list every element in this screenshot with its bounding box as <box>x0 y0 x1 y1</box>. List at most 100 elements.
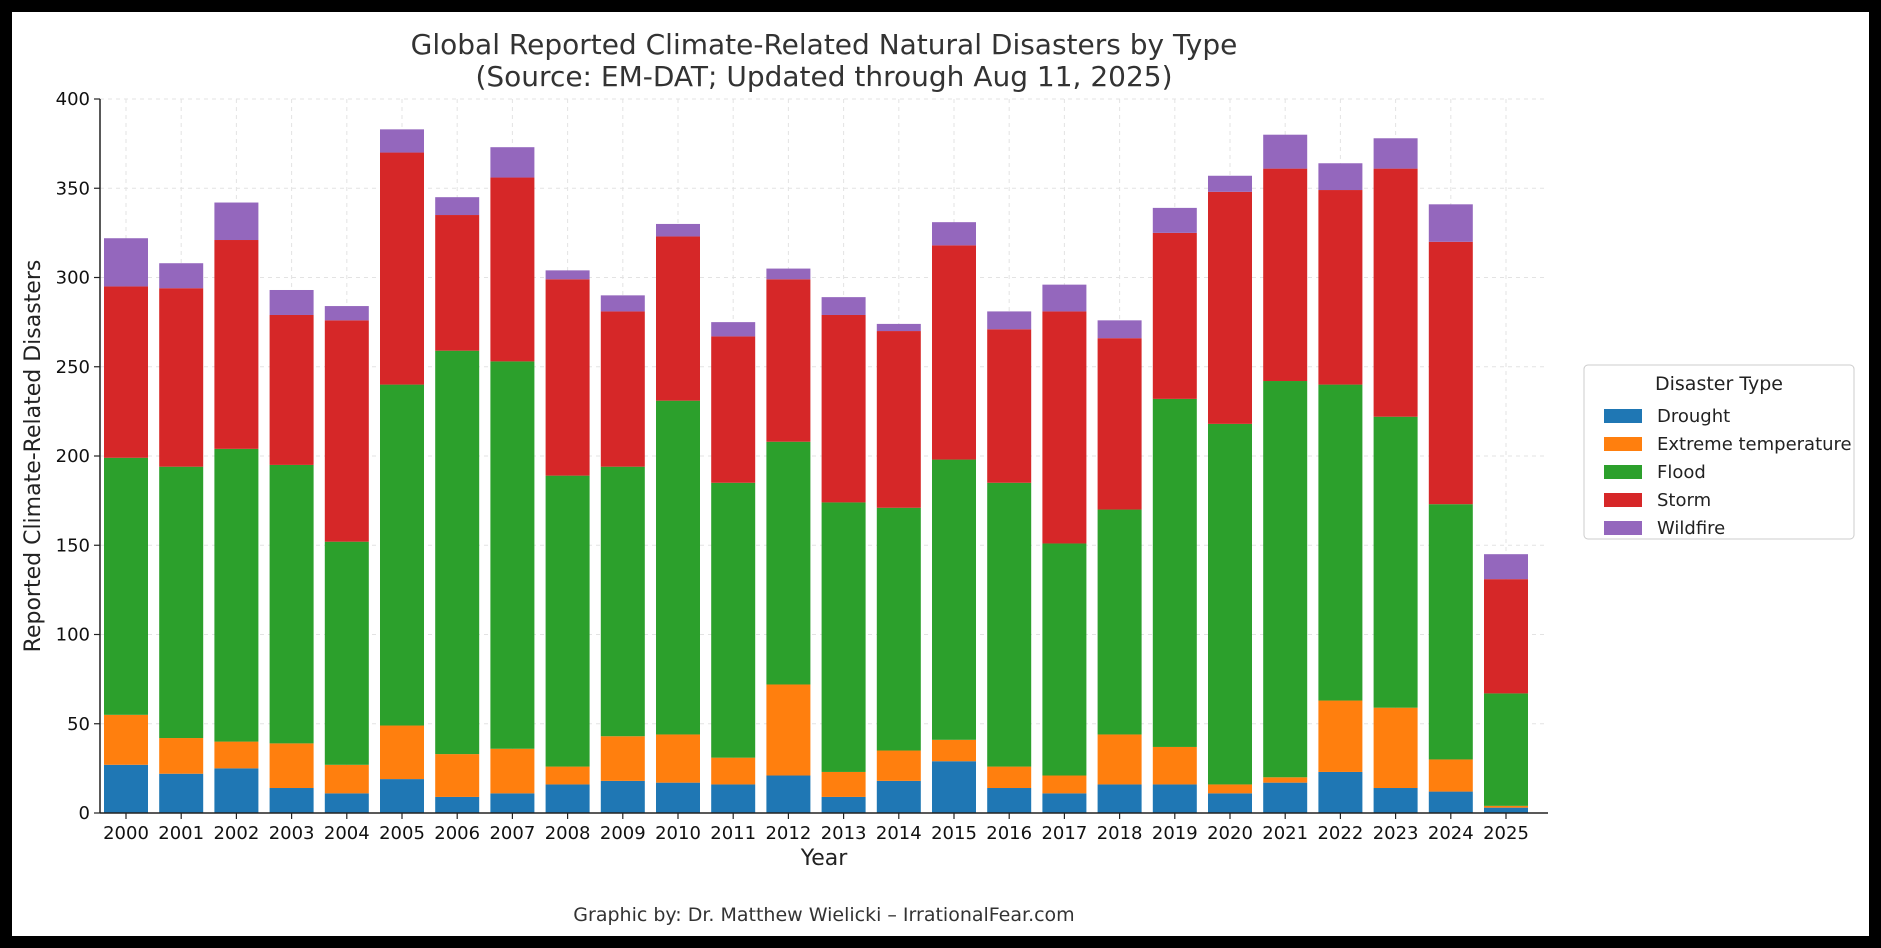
bar-segment-flood-2002 <box>214 448 259 742</box>
y-tick-label: 100 <box>56 625 90 646</box>
bar-segment-extreme-temperature-2019 <box>1152 746 1197 785</box>
bar-segment-flood-2017 <box>1042 543 1087 776</box>
bar-segment-flood-2009 <box>600 466 645 737</box>
bar-segment-drought-2002 <box>214 768 259 813</box>
x-tick-label: 2021 <box>1262 823 1308 844</box>
x-tick-label: 2014 <box>876 823 922 844</box>
bar-segment-drought-2022 <box>1318 771 1363 813</box>
legend-swatch <box>1604 521 1642 535</box>
bar-segment-flood-2016 <box>987 482 1032 767</box>
bar-segment-wildfire-2021 <box>1263 134 1308 169</box>
bar-segment-wildfire-2024 <box>1428 204 1473 242</box>
bar-segment-extreme-temperature-2011 <box>711 757 756 785</box>
bar-segment-extreme-temperature-2016 <box>987 766 1032 789</box>
bar-segment-drought-2011 <box>711 784 756 813</box>
bar-segment-drought-2005 <box>380 779 424 813</box>
bar-segment-storm-2009 <box>600 311 645 467</box>
bar-segment-flood-2020 <box>1208 423 1252 785</box>
stacked-bar-chart: Global Reported Climate-Related Natural … <box>21 28 1855 926</box>
bar-segment-flood-2013 <box>821 502 866 772</box>
bar-segment-wildfire-2002 <box>214 202 259 241</box>
bar-segment-wildfire-2006 <box>435 197 480 216</box>
x-tick-label: 2003 <box>269 823 315 844</box>
x-tick-label: 2001 <box>158 823 204 844</box>
bar-segment-storm-2016 <box>987 329 1032 483</box>
bar-segment-storm-2017 <box>1042 311 1087 544</box>
bar-segment-drought-2004 <box>324 793 369 813</box>
bar-segment-storm-2005 <box>380 152 424 385</box>
bar-segment-wildfire-2011 <box>711 322 756 337</box>
bar-segment-flood-2006 <box>435 350 480 755</box>
bar-segment-extreme-temperature-2015 <box>932 739 976 762</box>
bar-segment-wildfire-2009 <box>600 295 645 312</box>
x-tick-label: 2024 <box>1428 823 1474 844</box>
x-tick-label: 2013 <box>821 823 867 844</box>
legend-swatch <box>1604 437 1642 451</box>
x-tick-label: 2020 <box>1207 823 1253 844</box>
bar-segment-storm-2002 <box>214 240 259 449</box>
x-tick-label: 2011 <box>710 823 756 844</box>
bar-segment-storm-2014 <box>876 331 921 508</box>
bar-segment-drought-2008 <box>545 784 590 813</box>
bar-segment-drought-2021 <box>1263 782 1308 813</box>
x-tick-label: 2000 <box>103 823 149 844</box>
bar-segment-storm-2021 <box>1263 168 1308 382</box>
bar-segment-storm-2012 <box>766 279 811 442</box>
bar-segment-drought-2007 <box>490 793 535 813</box>
y-tick-label: 50 <box>67 714 90 735</box>
bar-segment-storm-2018 <box>1097 338 1142 510</box>
bar-segment-wildfire-2012 <box>766 268 811 280</box>
bar-segment-flood-2001 <box>159 466 204 739</box>
bar-segment-storm-2008 <box>545 279 590 476</box>
x-tick-label: 2007 <box>489 823 535 844</box>
bar-segment-drought-2018 <box>1097 784 1142 813</box>
bar-segment-wildfire-2004 <box>324 306 369 321</box>
bar-segment-extreme-temperature-2024 <box>1428 759 1473 792</box>
bar-segment-storm-2006 <box>435 215 480 351</box>
bar-segment-storm-2015 <box>932 245 976 460</box>
bar-segment-flood-2021 <box>1263 381 1308 778</box>
bar-segment-drought-2001 <box>159 773 204 813</box>
bar-segment-wildfire-2015 <box>932 222 976 246</box>
bar-segment-flood-2024 <box>1428 504 1473 760</box>
bar-segment-wildfire-2014 <box>876 323 921 332</box>
legend-entry: Drought <box>1657 406 1730 427</box>
y-tick-labels: 0 50 100 150 200 250 300 350 400 <box>56 89 100 824</box>
bars <box>104 129 1528 813</box>
bar-segment-storm-2003 <box>269 314 314 465</box>
bar-segment-extreme-temperature-2007 <box>490 748 535 794</box>
bar-segment-extreme-temperature-2013 <box>821 771 866 797</box>
bar-segment-storm-2000 <box>104 286 148 458</box>
bar-segment-extreme-temperature-2003 <box>269 743 314 789</box>
bar-segment-wildfire-2025 <box>1484 554 1528 580</box>
bar-segment-flood-2022 <box>1318 384 1363 701</box>
bar-segment-storm-2013 <box>821 314 866 503</box>
bar-segment-storm-2001 <box>159 288 204 467</box>
x-axis-label: Year <box>800 846 849 871</box>
x-tick-label: 2023 <box>1373 823 1419 844</box>
bar-segment-flood-2007 <box>490 361 535 749</box>
bar-segment-flood-2018 <box>1097 509 1142 735</box>
x-tick-label: 2015 <box>931 823 977 844</box>
bar-segment-drought-2006 <box>435 796 480 813</box>
bar-segment-extreme-temperature-2006 <box>435 754 480 797</box>
bar-segment-extreme-temperature-2025 <box>1484 805 1528 808</box>
chart-subtitle: (Source: EM-DAT; Updated through Aug 11,… <box>475 60 1172 93</box>
bar-segment-drought-2023 <box>1373 788 1418 813</box>
bar-segment-drought-2013 <box>821 796 866 813</box>
bar-segment-wildfire-2022 <box>1318 163 1363 191</box>
x-tick-label: 2012 <box>765 823 811 844</box>
x-tick-label: 2019 <box>1152 823 1198 844</box>
x-tick-label: 2005 <box>379 823 425 844</box>
bar-segment-wildfire-2013 <box>821 297 866 315</box>
y-tick-label: 300 <box>56 268 90 289</box>
legend-entry: Extreme temperature <box>1657 434 1852 455</box>
bar-segment-storm-2007 <box>490 177 535 362</box>
y-tick-label: 350 <box>56 178 90 199</box>
bar-segment-drought-2014 <box>876 780 921 813</box>
bar-segment-flood-2005 <box>380 384 424 726</box>
bar-segment-flood-2004 <box>324 541 369 765</box>
bar-segment-flood-2015 <box>932 459 976 740</box>
legend-entry: Storm <box>1657 490 1711 511</box>
bar-segment-drought-2025 <box>1484 807 1528 813</box>
